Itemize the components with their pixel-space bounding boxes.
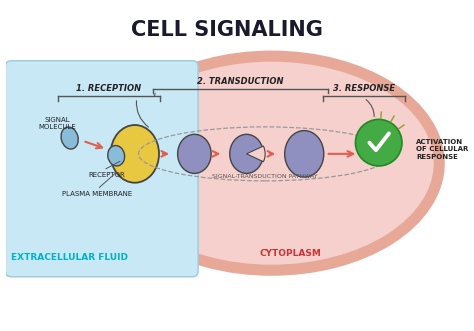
Ellipse shape bbox=[230, 134, 263, 173]
Ellipse shape bbox=[285, 131, 324, 177]
Text: CELL SIGNALING: CELL SIGNALING bbox=[131, 20, 323, 40]
Ellipse shape bbox=[61, 127, 78, 149]
Circle shape bbox=[356, 119, 402, 166]
Text: SIGNAL-TRANSDUCTION PATHWAY: SIGNAL-TRANSDUCTION PATHWAY bbox=[212, 174, 318, 179]
Ellipse shape bbox=[110, 125, 159, 183]
Text: EXTRACELLULAR FLUID: EXTRACELLULAR FLUID bbox=[11, 253, 128, 262]
Text: 2. TRANSDUCTION: 2. TRANSDUCTION bbox=[197, 77, 284, 86]
Text: RECEPTOR: RECEPTOR bbox=[88, 172, 125, 178]
Text: ACTIVATION
OF CELLULAR
RESPONSE: ACTIVATION OF CELLULAR RESPONSE bbox=[416, 139, 468, 160]
Ellipse shape bbox=[178, 134, 211, 173]
Text: 1. RECEPTION: 1. RECEPTION bbox=[76, 84, 141, 93]
Wedge shape bbox=[246, 146, 265, 162]
Text: CYTOPLASM: CYTOPLASM bbox=[259, 249, 321, 258]
Text: SIGNAL
MOLECULE: SIGNAL MOLECULE bbox=[39, 117, 76, 130]
FancyArrowPatch shape bbox=[366, 100, 374, 117]
Ellipse shape bbox=[104, 56, 439, 270]
Text: PLASMA MEMBRANE: PLASMA MEMBRANE bbox=[62, 191, 132, 197]
FancyArrowPatch shape bbox=[137, 101, 148, 127]
Ellipse shape bbox=[108, 146, 125, 166]
Text: 3. RESPONSE: 3. RESPONSE bbox=[333, 84, 395, 93]
FancyBboxPatch shape bbox=[5, 61, 198, 277]
